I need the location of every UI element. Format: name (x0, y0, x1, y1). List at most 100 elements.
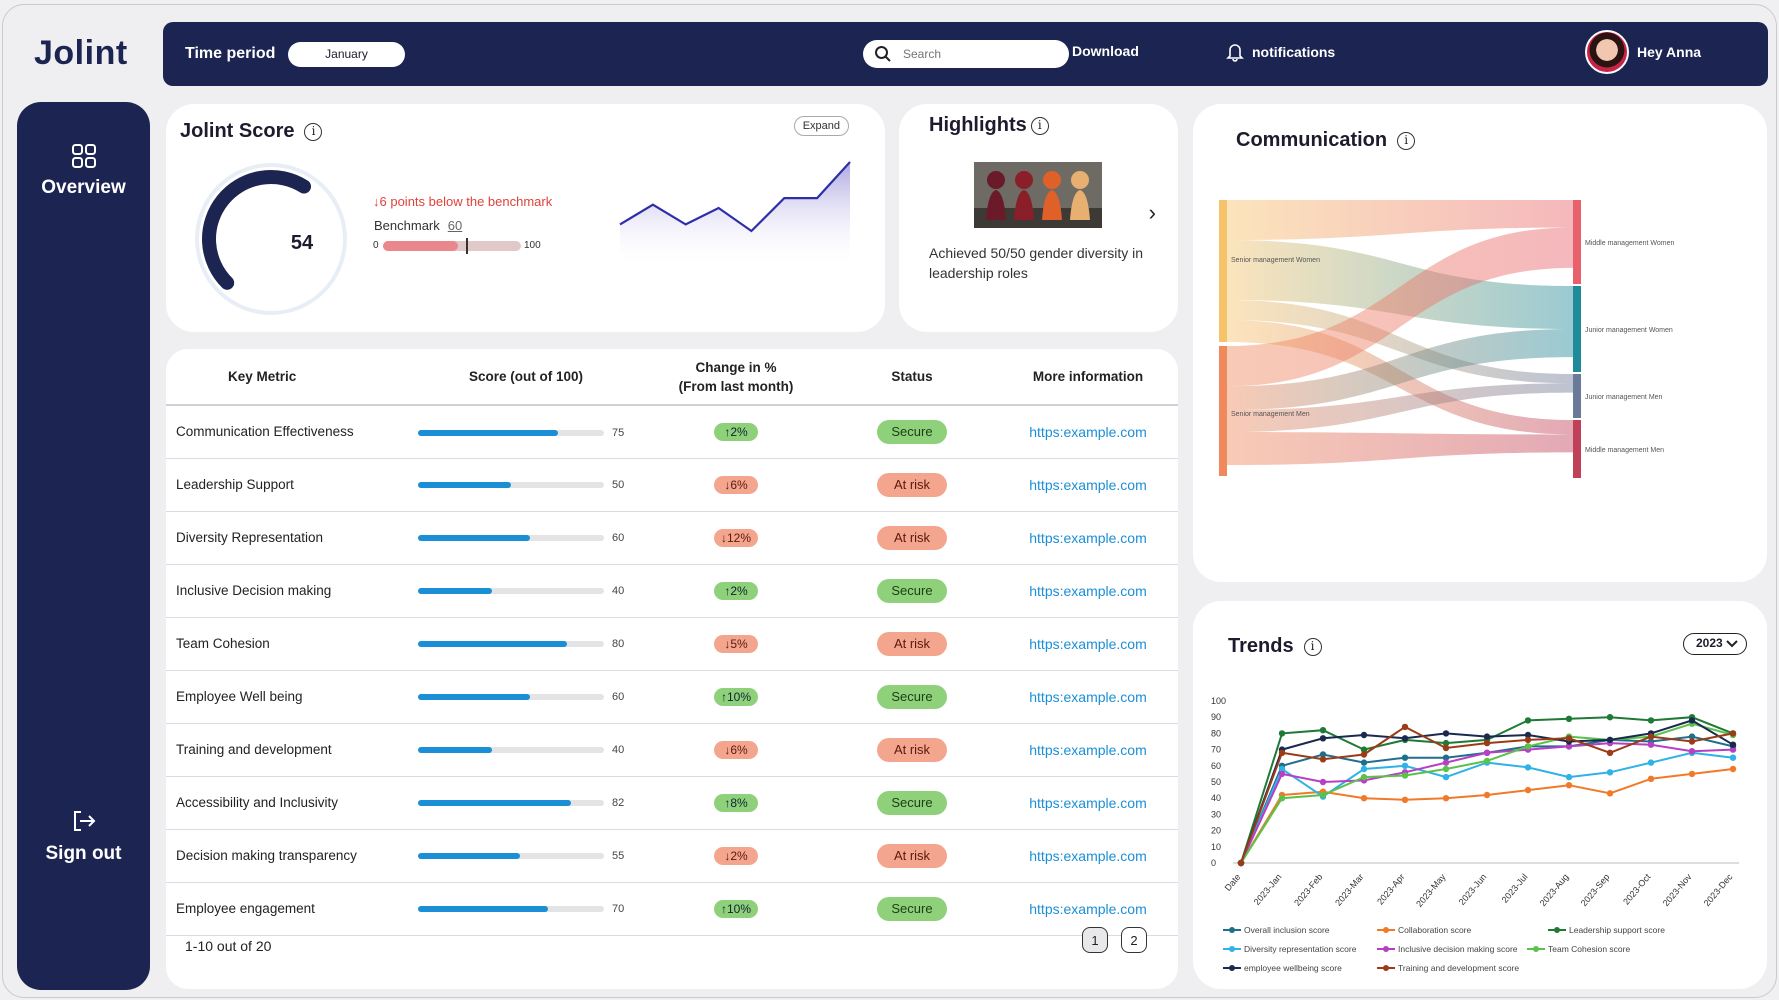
sankey-target-label: Junior management Men (1585, 394, 1663, 401)
notifications-button[interactable]: notifications (1226, 42, 1335, 62)
y-tick-label: 60 (1211, 761, 1221, 771)
download-icon (1047, 44, 1063, 59)
data-point (1688, 770, 1696, 778)
table-row: Decision making transparency 55 ↓2% At risk… (166, 829, 1178, 883)
data-point (1401, 723, 1409, 731)
benchmark-value: 60 (447, 218, 463, 233)
more-info-link[interactable]: https:example.com (1029, 635, 1147, 652)
more-info-link[interactable]: https:example.com (1029, 529, 1147, 546)
data-point (1319, 791, 1327, 799)
data-point (1729, 754, 1737, 761)
legend-item: Overall inclusion score (1223, 925, 1330, 935)
time-period-select[interactable]: January (288, 42, 405, 67)
data-point (1483, 749, 1491, 756)
data-point (1442, 765, 1450, 773)
data-point (1524, 764, 1532, 771)
user-menu[interactable]: Hey Anna (1585, 30, 1701, 74)
greeting: Hey Anna (1637, 44, 1702, 60)
more-info-link[interactable]: https:example.com (1029, 900, 1147, 917)
info-icon[interactable]: i (304, 122, 323, 141)
info-icon[interactable]: i (1303, 637, 1322, 656)
page-1-button[interactable]: 1 (1082, 927, 1108, 953)
data-point (1606, 769, 1614, 776)
chevron-right-icon[interactable]: › (1148, 200, 1156, 225)
benchmark-marker (465, 238, 468, 254)
expand-button[interactable]: Expand (793, 116, 849, 136)
score-card-title: Jolint Score i (180, 120, 323, 143)
metric-name: Leadership Support (166, 458, 406, 512)
status-badge: At risk (877, 631, 947, 656)
sankey-link (1227, 200, 1573, 240)
data-point (1278, 795, 1286, 802)
data-point (1360, 773, 1368, 781)
change-badge: ↑10% (714, 899, 758, 918)
year-select[interactable]: 2023 (1683, 633, 1747, 655)
series-line (1240, 768, 1734, 864)
trends-card: Trends i 2023 0 10 20 30 40 50 60 70 80 90 100 Date… (1193, 601, 1767, 989)
more-info-link[interactable]: https:example.com (1029, 688, 1147, 705)
metric-score: 80 (406, 617, 646, 671)
info-icon[interactable]: i (1397, 131, 1416, 150)
change-badge: ↓6% (714, 740, 758, 759)
data-point (1565, 715, 1573, 722)
data-point (1360, 751, 1368, 758)
header-change-line1: Change in % (695, 359, 777, 375)
more-info-link[interactable]: https:example.com (1029, 423, 1147, 440)
more-info-link[interactable]: https:example.com (1029, 847, 1147, 864)
bar-max-label: 100 (524, 240, 541, 251)
metric-info: https:example.com (998, 670, 1178, 724)
trends-title: Trends i (1228, 635, 1322, 658)
data-point (1483, 733, 1491, 740)
change-badge: ↑10% (714, 687, 758, 706)
download-button[interactable]: Download (1046, 42, 1139, 60)
data-point (1278, 730, 1286, 737)
data-point (1360, 765, 1368, 773)
data-point (1729, 741, 1737, 748)
change-value: 2% (730, 424, 748, 439)
info-icon[interactable]: i (1030, 116, 1049, 135)
more-info-link[interactable]: https:example.com (1029, 476, 1147, 493)
more-info-link[interactable]: https:example.com (1029, 741, 1147, 758)
legend-label: Diversity representation score (1244, 944, 1357, 954)
change-value: 10% (726, 901, 752, 916)
data-point (1729, 730, 1737, 737)
more-info-link[interactable]: https:example.com (1029, 582, 1147, 599)
legend-label: Training and development score (1398, 963, 1519, 973)
bell-icon (1226, 44, 1244, 62)
data-point (1360, 731, 1368, 739)
metric-score: 40 (406, 564, 646, 618)
metric-change: ↓12% (646, 511, 826, 565)
sankey-target-node (1573, 374, 1581, 418)
metric-score: 40 (406, 723, 646, 777)
metric-info: https:example.com (998, 458, 1178, 512)
search-box[interactable] (863, 40, 1069, 68)
metric-score: 70 (406, 882, 646, 936)
page-2-button[interactable]: 2 (1121, 927, 1147, 953)
pagination-label: 1-10 out of 20 (185, 938, 272, 954)
score-value: 75 (612, 426, 625, 439)
arrow-down-icon: ↓ (724, 477, 731, 492)
change-badge: ↓12% (714, 528, 758, 547)
data-point (1565, 743, 1573, 750)
header-change: Change in % (From last month) (646, 349, 826, 406)
table-header-row: Key Metric Score (out of 100) Change in … (166, 349, 1178, 406)
legend-marker (1533, 946, 1539, 952)
sidebar-item-overview[interactable]: Overview (17, 142, 150, 199)
sankey-target-node (1573, 200, 1581, 284)
legend-item: Inclusive decision making score (1377, 944, 1518, 954)
sign-out-button[interactable]: Sign out (17, 808, 150, 865)
more-info-link[interactable]: https:example.com (1029, 794, 1147, 811)
metric-info: https:example.com (998, 882, 1178, 936)
data-point (1319, 778, 1327, 786)
legend-label: Collaboration score (1398, 925, 1472, 935)
data-point (1278, 765, 1286, 773)
data-point (1524, 717, 1532, 724)
card-title-text: Communication (1236, 129, 1388, 151)
metric-change: ↓5% (646, 617, 826, 671)
series-line (1240, 751, 1734, 864)
sign-out-icon (73, 811, 95, 831)
search-input[interactable] (903, 45, 1053, 63)
table-row: Training and development 40 ↓6% At risk http… (166, 723, 1178, 777)
sankey-source-node (1219, 200, 1227, 342)
sankey-link (1227, 329, 1573, 411)
